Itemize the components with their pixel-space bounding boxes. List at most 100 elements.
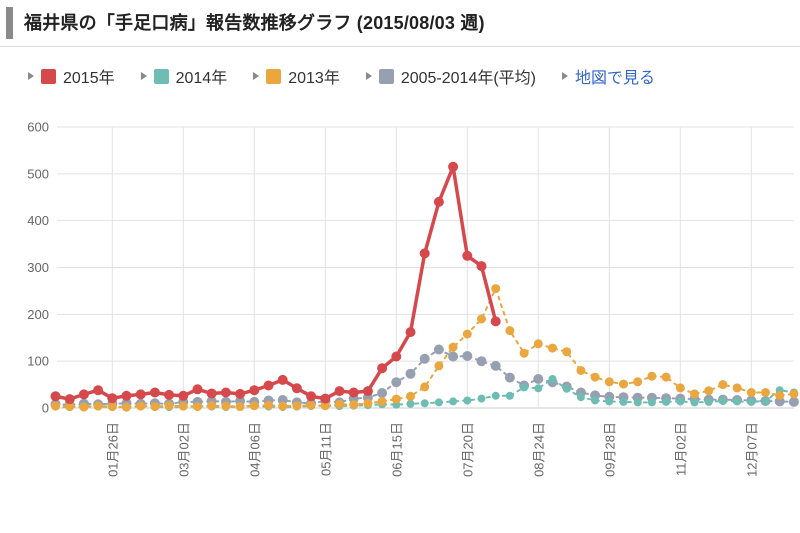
data-point <box>718 380 728 390</box>
data-point <box>406 391 415 401</box>
data-point <box>420 382 430 392</box>
data-point <box>633 398 642 407</box>
data-point <box>220 387 231 398</box>
data-point <box>107 393 118 404</box>
data-point <box>605 397 614 406</box>
legend-item-average[interactable]: 2005-2014年(平均) <box>365 64 536 88</box>
data-point <box>604 377 614 387</box>
data-point <box>65 402 75 412</box>
data-point <box>419 353 430 364</box>
data-point <box>449 397 458 406</box>
x-axis-label: 07月20日 <box>460 422 475 477</box>
data-point <box>50 391 61 402</box>
legend-item-2014[interactable]: 2014年 <box>140 64 227 88</box>
data-point <box>505 391 514 400</box>
data-point <box>746 388 756 397</box>
series-line-2015年 <box>53 165 498 401</box>
data-point <box>647 371 657 381</box>
data-point <box>448 351 459 362</box>
arrow-icon <box>28 72 34 80</box>
x-axis-label: 09月28日 <box>602 422 617 477</box>
data-point <box>264 400 273 410</box>
data-point <box>520 383 529 392</box>
data-point <box>121 390 132 401</box>
data-point <box>662 397 671 406</box>
data-point <box>690 389 699 399</box>
data-point <box>788 396 799 407</box>
legend-swatch-average <box>378 68 394 84</box>
x-axis-label: 03月02日 <box>176 422 191 477</box>
data-point <box>477 394 486 403</box>
y-axis-label: 100 <box>27 354 49 369</box>
legend-swatch-2014 <box>153 68 169 84</box>
data-point <box>519 348 529 358</box>
x-axis-label: 11月02日 <box>673 422 688 476</box>
data-point <box>235 388 246 399</box>
x-axis-label: 12月07日 <box>744 422 759 477</box>
data-point <box>476 356 487 367</box>
data-point <box>491 284 501 294</box>
y-axis-label: 0 <box>42 401 49 416</box>
data-point <box>433 196 444 207</box>
y-axis-label: 500 <box>27 166 49 181</box>
data-point <box>462 250 473 261</box>
series-line-2013年 <box>54 287 795 409</box>
data-point <box>434 361 444 371</box>
data-point <box>448 161 459 172</box>
data-point <box>263 380 274 391</box>
data-point <box>419 248 430 259</box>
data-point <box>619 397 628 406</box>
data-point <box>363 398 373 408</box>
y-axis-label: 200 <box>27 307 49 322</box>
data-point <box>391 351 402 362</box>
chart-canvas: 0 100 200 300 400 500 600 01月26日 03月02日 04月06日 05月… <box>27 120 799 477</box>
data-point <box>476 261 487 272</box>
data-point <box>178 390 189 401</box>
data-point <box>732 383 742 393</box>
data-point <box>405 327 416 338</box>
data-point <box>533 374 544 384</box>
data-point <box>718 397 727 405</box>
data-point <box>391 394 401 404</box>
map-view-link[interactable]: 地図で見る <box>562 64 655 88</box>
data-point <box>420 399 429 408</box>
legend-swatch-2015 <box>41 68 56 84</box>
y-axis-label: 600 <box>27 120 49 135</box>
data-point <box>690 398 699 407</box>
data-point <box>193 402 202 412</box>
data-point <box>335 399 344 409</box>
data-point <box>64 394 75 405</box>
data-point <box>462 329 472 339</box>
data-point <box>377 363 388 374</box>
data-point <box>448 342 458 352</box>
data-point <box>93 401 103 411</box>
data-point <box>633 377 643 387</box>
x-axis-label: 05月11日 <box>318 422 333 476</box>
data-point <box>377 388 388 398</box>
data-point <box>704 386 714 396</box>
data-point <box>192 384 203 395</box>
data-point <box>292 401 302 411</box>
arrow-icon <box>140 72 147 80</box>
arrow-icon <box>365 72 372 80</box>
data-point <box>491 391 500 400</box>
data-point <box>207 401 217 411</box>
legend-item-2015[interactable]: 2015年 <box>28 64 115 88</box>
data-point <box>306 400 316 410</box>
data-point <box>704 397 713 406</box>
data-point <box>505 326 515 336</box>
data-point <box>178 401 188 411</box>
data-point <box>149 387 160 398</box>
y-axis-label: 300 <box>27 260 49 275</box>
data-point <box>291 383 302 394</box>
data-point <box>377 396 387 406</box>
data-point <box>490 360 501 371</box>
legend-swatch-2013 <box>266 68 282 84</box>
data-point <box>135 389 146 400</box>
legend-item-2013[interactable]: 2013年 <box>253 64 340 88</box>
page-title: 福井県の「手足口病」報告数推移グラフ (2015/08/03 週) <box>24 13 485 33</box>
data-point <box>334 386 345 397</box>
data-point <box>490 316 501 327</box>
data-point <box>463 396 472 405</box>
data-point <box>548 375 557 383</box>
